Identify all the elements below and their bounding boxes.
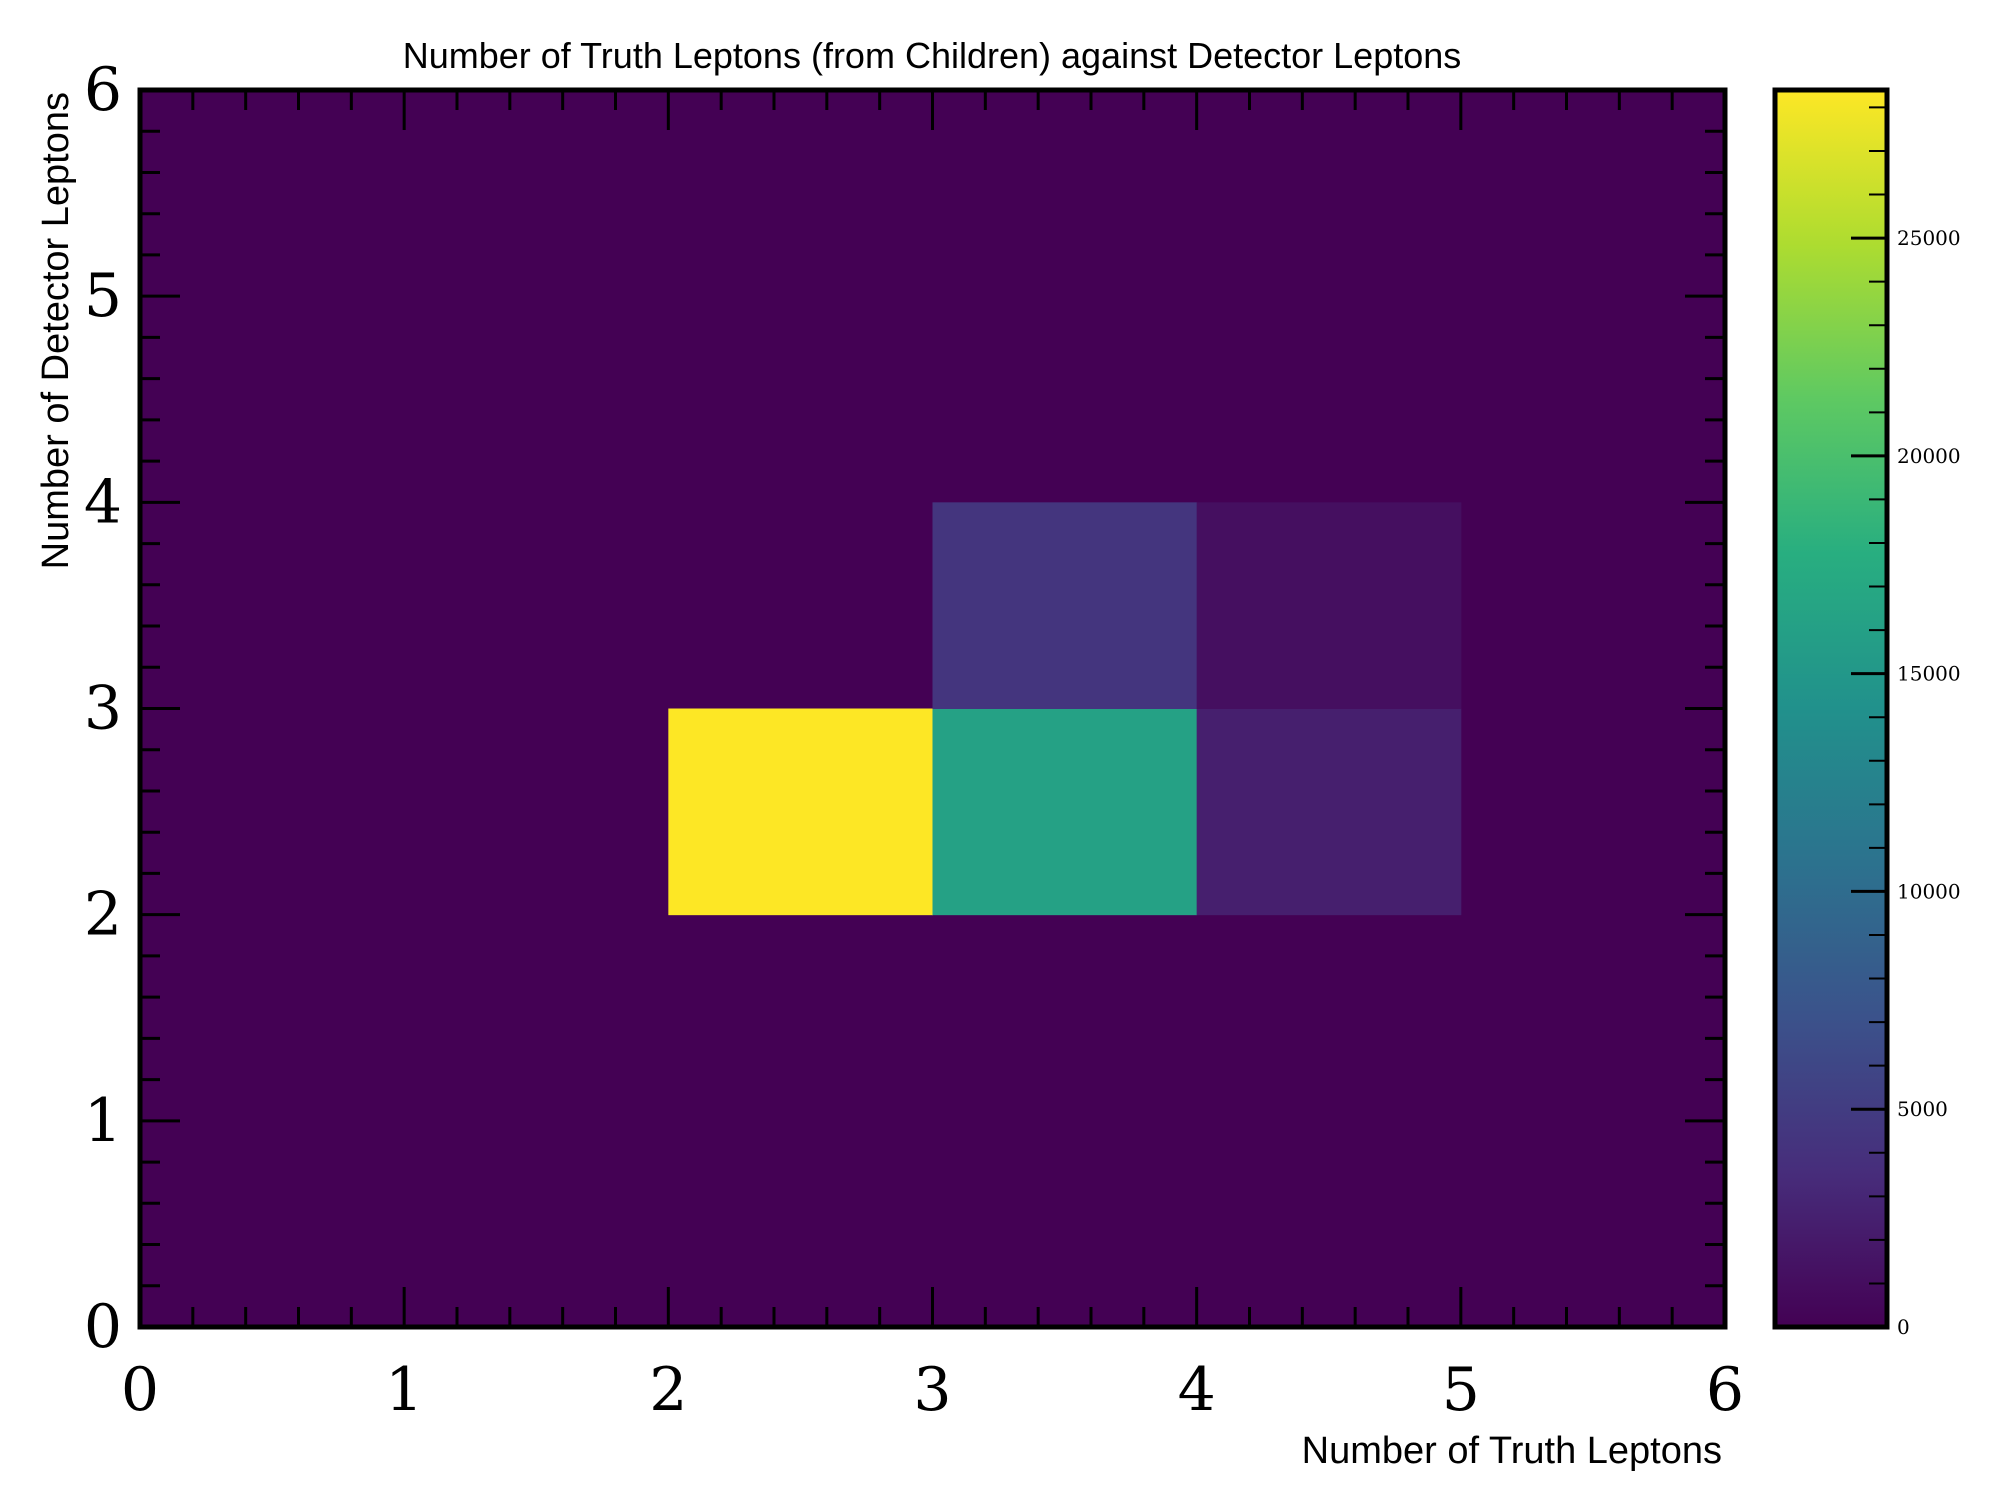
heatmap-cell-5 bbox=[1196, 502, 1462, 709]
x-axis-label: Number of Truth Leptons bbox=[1302, 1430, 1722, 1472]
heatmap-cell-4 bbox=[932, 502, 1198, 709]
x-tick-label: 6 bbox=[1706, 1355, 1744, 1425]
colorbar-tick-label: 25000 bbox=[1897, 226, 1961, 250]
y-tick-label: 4 bbox=[84, 467, 122, 537]
y-axis-label: Number of Detector Leptons bbox=[35, 92, 77, 569]
x-axis-ticks: 0 1 2 3 4 5 6 bbox=[121, 90, 1744, 1425]
heatmap-cell-1 bbox=[668, 708, 933, 916]
colorbar-tick-label: 0 bbox=[1897, 1315, 1910, 1339]
colorbar-tick-label: 20000 bbox=[1897, 444, 1961, 468]
x-tick-label: 5 bbox=[1442, 1355, 1480, 1425]
y-tick-label: 3 bbox=[84, 674, 122, 744]
y-tick-label: 2 bbox=[84, 880, 122, 950]
x-tick-label: 0 bbox=[121, 1355, 159, 1425]
heatmap-cell-2 bbox=[932, 708, 1198, 916]
x-tick-label: 1 bbox=[385, 1355, 423, 1425]
x-tick-label: 3 bbox=[913, 1355, 951, 1425]
x-tick-label: 2 bbox=[649, 1355, 687, 1425]
heatmap-cell-3 bbox=[1196, 708, 1462, 916]
colorbar-tick-label: 15000 bbox=[1897, 662, 1961, 686]
colorbar-tick-label: 5000 bbox=[1897, 1097, 1948, 1121]
y-tick-label: 1 bbox=[84, 1086, 122, 1156]
y-axis-ticks: 0 1 2 3 4 5 6 bbox=[84, 55, 1725, 1362]
colorbar bbox=[1775, 90, 1887, 1327]
y-tick-label: 6 bbox=[84, 55, 122, 125]
chart-title: Number of Truth Leptons (from Children) … bbox=[403, 35, 1462, 76]
x-tick-label: 4 bbox=[1178, 1355, 1216, 1425]
colorbar-frame bbox=[1772, 87, 1890, 1330]
y-tick-label: 5 bbox=[84, 261, 122, 331]
colorbar-tick-label: 10000 bbox=[1897, 879, 1961, 903]
y-tick-label: 0 bbox=[84, 1292, 122, 1362]
plot-frame bbox=[137, 87, 1728, 1330]
heatmap-cells bbox=[140, 90, 1725, 1327]
